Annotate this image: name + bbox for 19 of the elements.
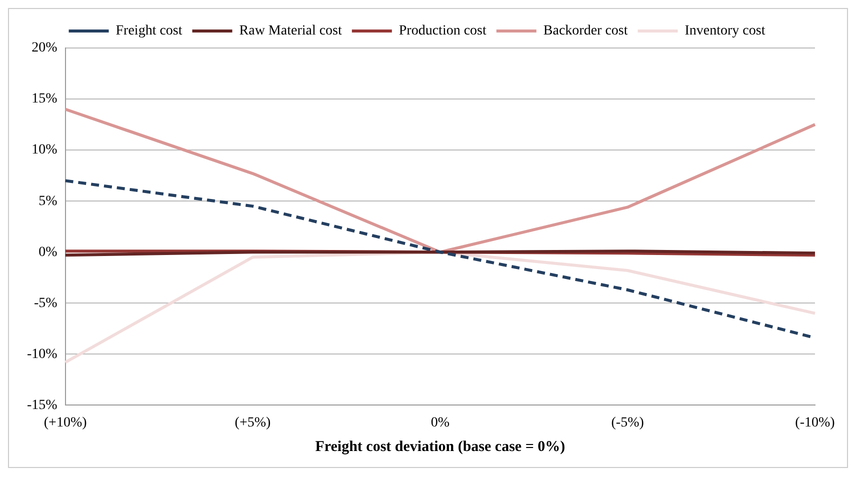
x-tick-label: (+10%) [44,415,88,430]
x-tick-label: (-5%) [611,415,644,430]
legend-label: Backorder cost [543,24,628,39]
y-tick-label: 15% [32,92,58,107]
y-tick-label: 20% [32,40,58,56]
y-tick-label: 0% [38,244,58,260]
y-tick-label: -10% [26,346,58,362]
y-tick-label: -5% [34,296,58,311]
legend-label: Freight cost [116,24,182,39]
y-tick-label: 5% [38,194,58,209]
x-axis-title: Freight cost deviation (base case = 0%) [315,438,566,455]
x-tick-label: (-10%) [795,415,836,430]
y-tick-label: 10% [32,142,58,158]
x-tick-label: (+5%) [234,415,272,430]
legend-label: Production cost [398,24,487,39]
legend-label: Inventory cost [684,24,766,39]
legend-label: Raw Material cost [239,24,342,39]
x-tick-label: 0% [430,415,450,430]
y-tick-label: -15% [26,398,58,413]
